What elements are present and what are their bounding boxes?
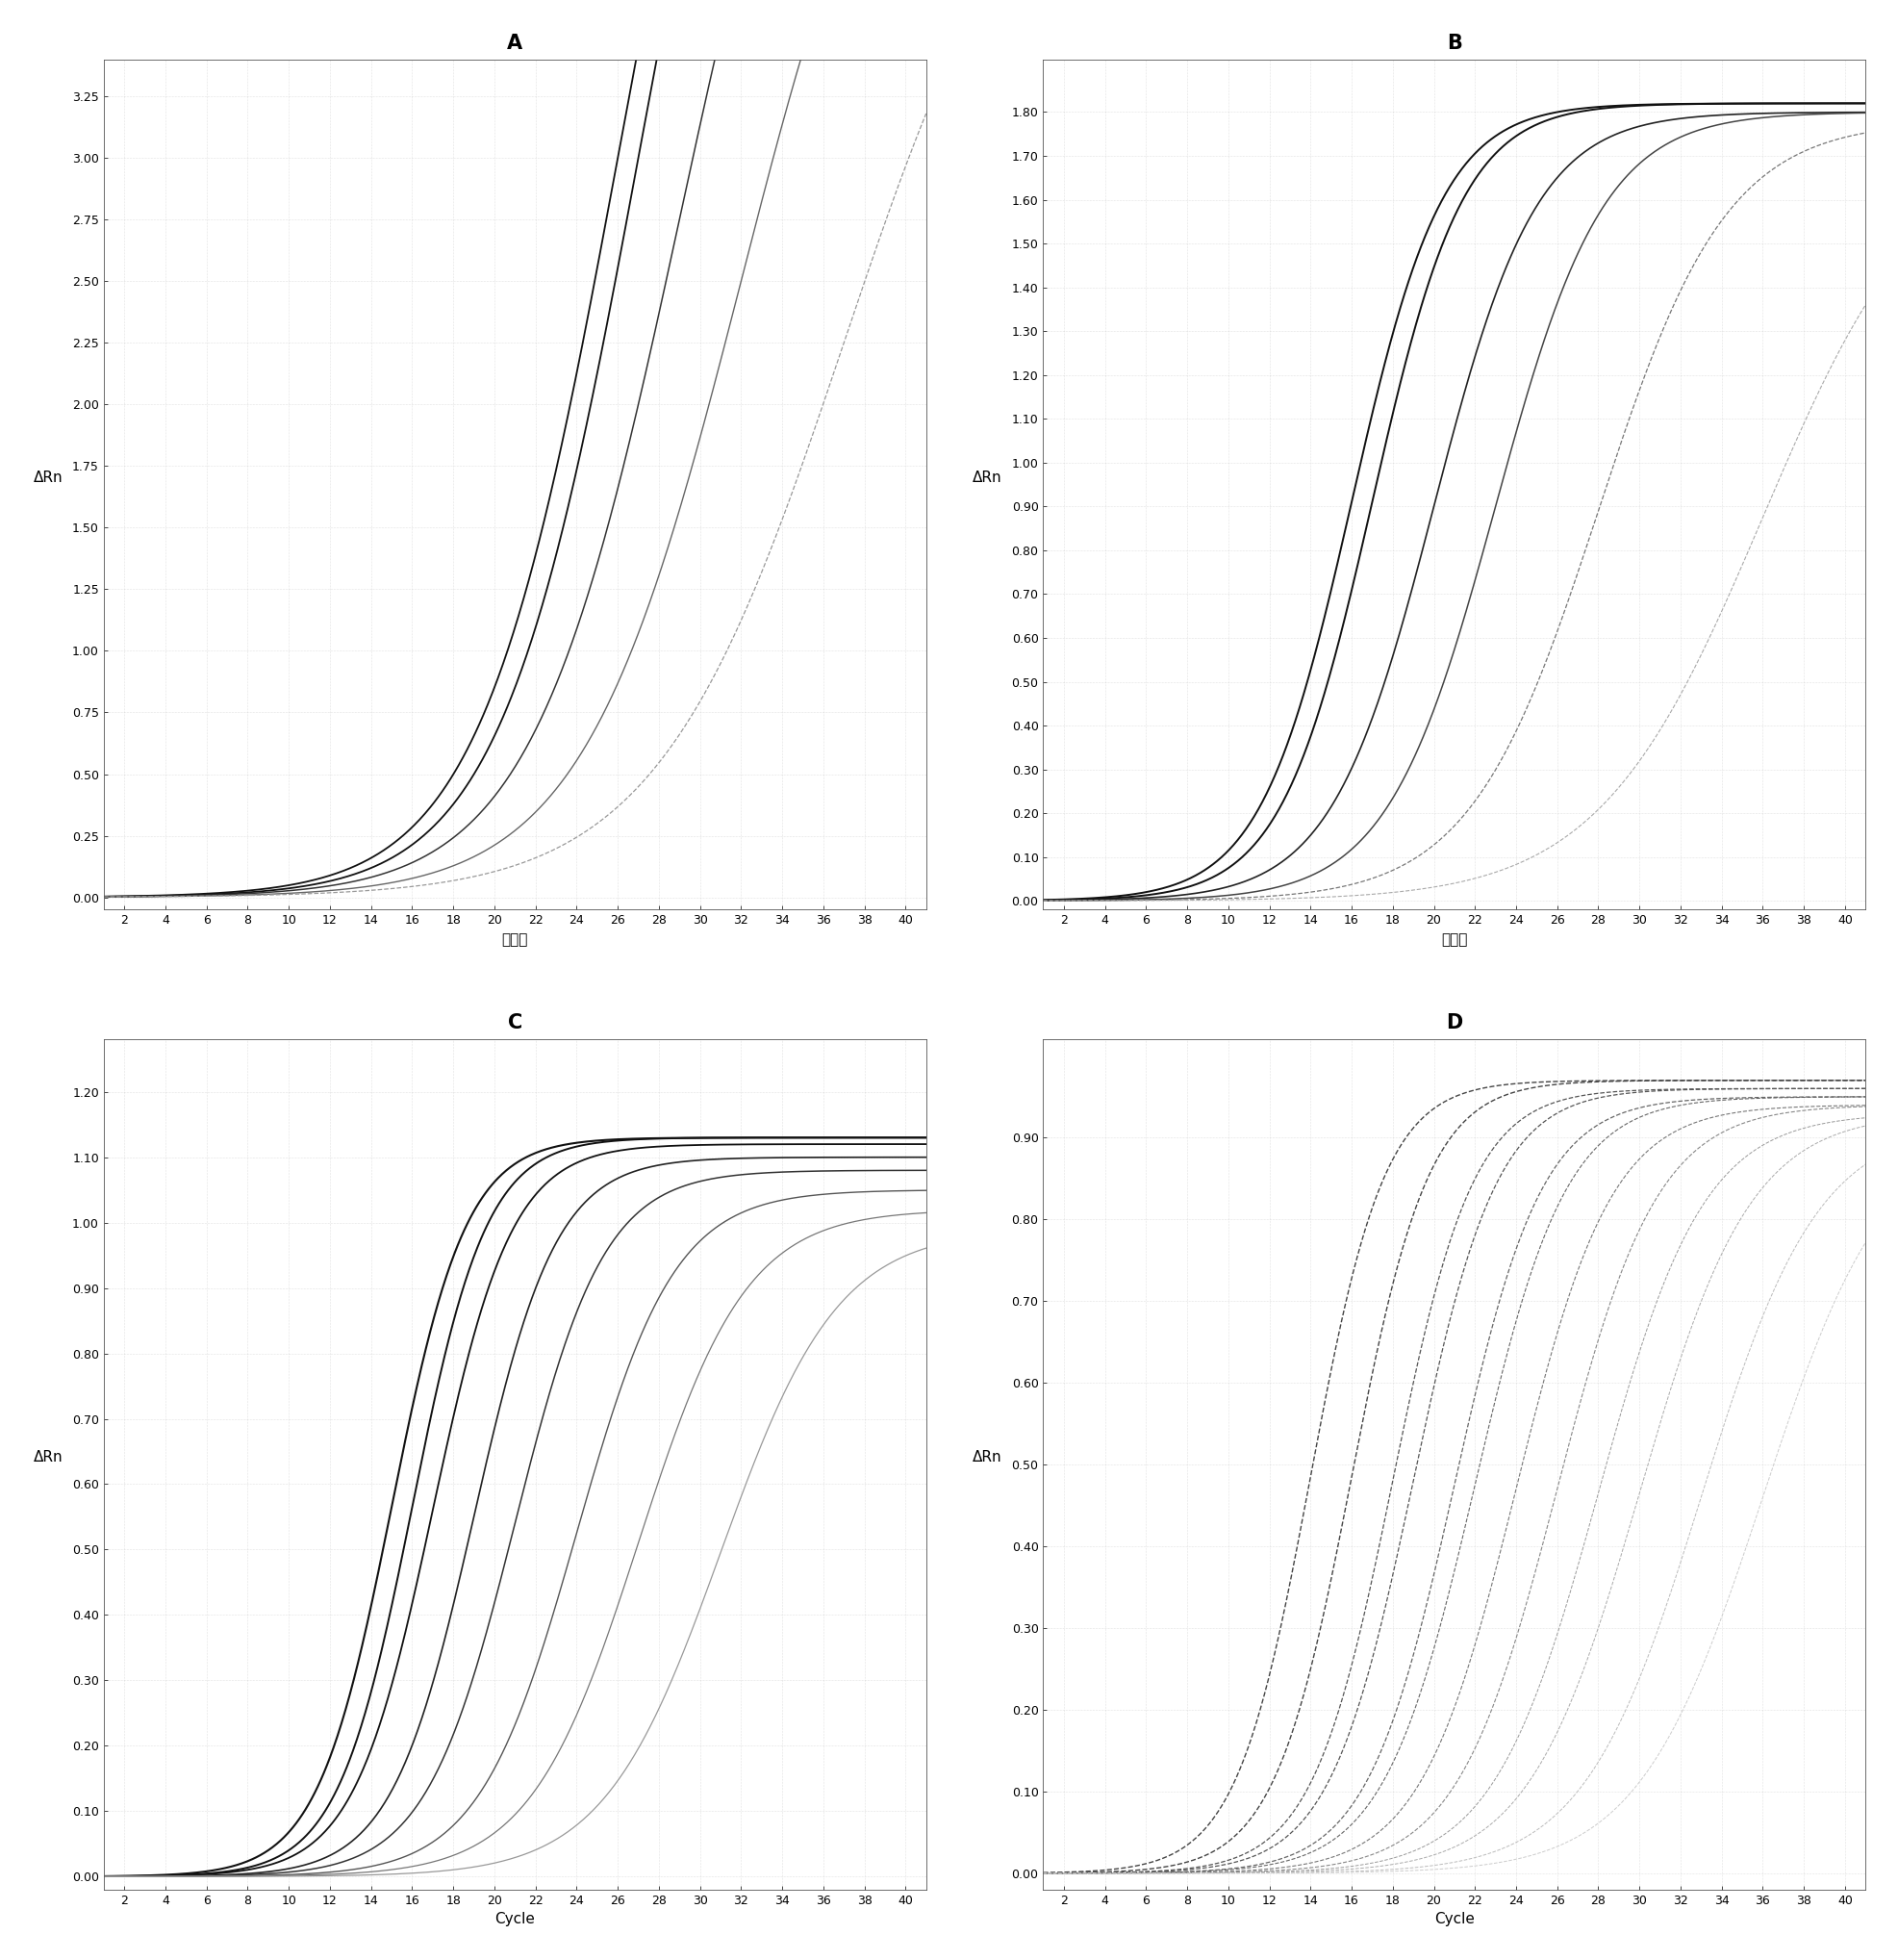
Title: C: C <box>507 1013 522 1033</box>
X-axis label: 循环数: 循环数 <box>501 933 528 947</box>
X-axis label: Cycle: Cycle <box>1433 1913 1475 1927</box>
X-axis label: 循环数: 循环数 <box>1441 933 1467 947</box>
Y-axis label: ΔRn: ΔRn <box>972 470 1002 484</box>
X-axis label: Cycle: Cycle <box>495 1913 535 1927</box>
Title: B: B <box>1446 33 1461 53</box>
Title: D: D <box>1446 1013 1461 1033</box>
Y-axis label: ΔRn: ΔRn <box>34 1450 63 1464</box>
Title: A: A <box>507 33 522 53</box>
Y-axis label: ΔRn: ΔRn <box>972 1450 1002 1464</box>
Y-axis label: ΔRn: ΔRn <box>34 470 63 484</box>
